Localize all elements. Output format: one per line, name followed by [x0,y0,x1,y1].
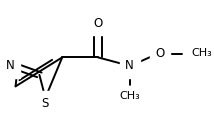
Text: N: N [125,59,134,72]
Text: O: O [155,47,165,60]
Text: CH₃: CH₃ [119,91,140,101]
Text: S: S [42,97,49,110]
Text: O: O [93,16,103,30]
Text: CH₃: CH₃ [191,48,212,58]
Text: N: N [6,59,15,72]
